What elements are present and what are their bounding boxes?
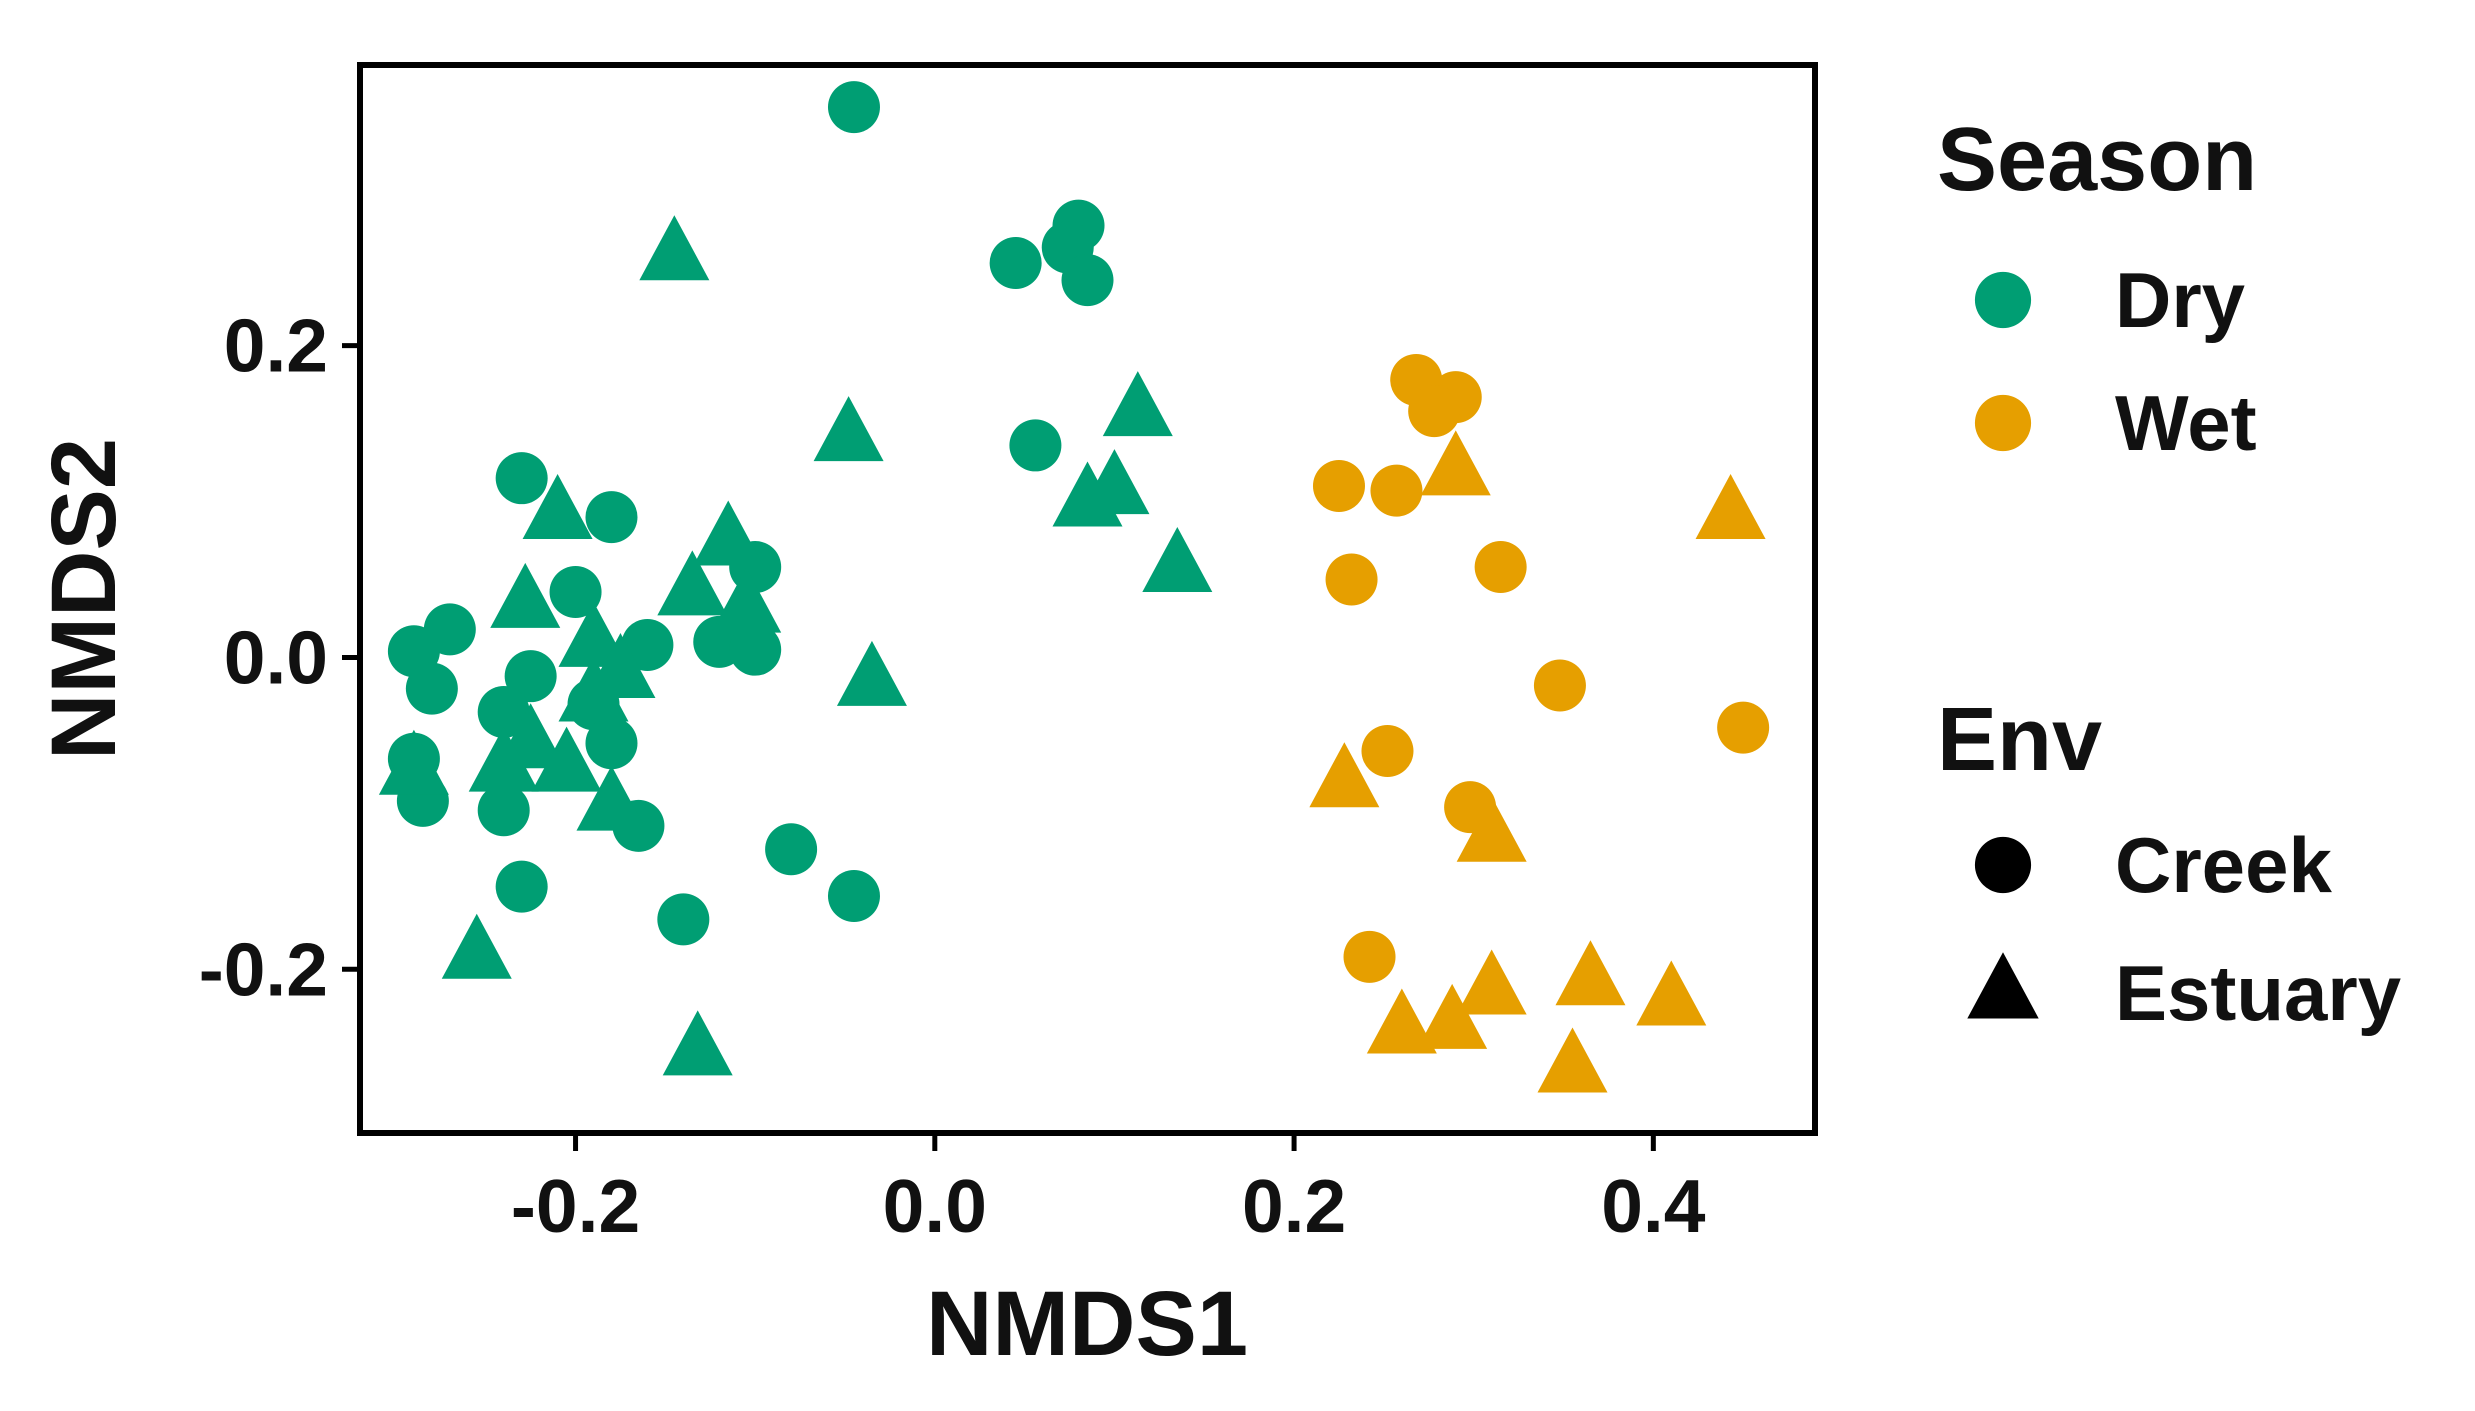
y-axis-title: NMDS2 [33,438,135,760]
wet-creek-point [1717,701,1770,754]
dry-creek-point [621,618,674,671]
dry-creek-point [1061,254,1114,307]
wet-creek-point [1343,930,1396,983]
dry-estuary-point [813,396,884,462]
x-tick-label: 0.2 [1242,1164,1346,1248]
wet-creek-point [1474,541,1527,594]
dry-estuary-point [836,640,907,706]
legend-title-season: Season [1937,110,2257,210]
dry-creek-point [549,565,602,618]
dry-estuary-point [1102,371,1173,437]
dry-estuary-point [441,913,512,979]
legend-creek-label: Creek [2115,821,2332,909]
x-axis-title: NMDS1 [926,1273,1248,1375]
wet-creek-point [1361,725,1414,778]
wet-creek-point [1370,464,1423,517]
dry-estuary-point [693,500,764,566]
wet-creek-point [1408,385,1461,438]
wet-estuary-point [1555,940,1626,1006]
legend-estuary-symbol [1967,952,2039,1019]
dry-estuary-point [657,550,728,616]
wet-estuary-point [1420,430,1491,496]
dry-estuary-point [522,474,593,540]
dry-estuary-point [1052,461,1123,527]
wet-estuary-point [1456,949,1527,1015]
wet-estuary-point [1695,474,1766,540]
legend-creek-symbol [1974,836,2032,894]
y-tick-label: -0.2 [199,927,328,1011]
dry-creek-point [1009,419,1062,472]
legend-title-env: Env [1937,690,2102,790]
points-layer [378,81,1770,1093]
wet-estuary-point [1456,796,1527,862]
dry-creek-point [657,893,710,946]
plot-border [357,62,1818,1136]
dry-estuary-point [662,1010,733,1076]
legend-wet-symbol [1974,394,2032,452]
dry-creek-point [729,623,782,676]
dry-estuary-point [711,567,782,633]
x-tick-label: 0.4 [1601,1164,1706,1248]
dry-creek-point [585,491,638,544]
legend-dry-symbol [1974,271,2032,329]
dry-creek-point [495,860,548,913]
y-axis: -0.2 0.0 0.2 [199,304,360,1011]
wet-estuary-point [1636,960,1707,1026]
dry-creek-point [989,237,1042,290]
x-axis: -0.2 0.0 0.2 0.4 [511,1133,1706,1248]
dry-estuary-point [576,765,647,831]
dry-creek-point [827,81,880,134]
wet-creek-point [1325,553,1378,606]
dry-creek-point [495,452,548,505]
legend-estuary-label: Estuary [2115,949,2401,1037]
legend-wet-label: Wet [2115,379,2257,467]
dry-creek-point [477,784,530,837]
dry-creek-point [405,662,458,715]
dry-creek-point [585,717,638,770]
y-tick-label: 0.2 [224,304,328,388]
legend-dry-label: Dry [2115,256,2245,344]
x-tick-label: 0.0 [883,1164,987,1248]
dry-estuary-point [378,729,449,795]
dry-estuary-point [490,562,561,628]
dry-creek-point [477,686,530,739]
dry-creek-point [765,823,818,876]
wet-estuary-point [1537,1027,1608,1093]
wet-creek-point [1533,659,1586,712]
dry-estuary-point [558,656,629,722]
dry-estuary-point [531,726,602,792]
y-tick-label: 0.0 [224,615,328,699]
dry-estuary-point [639,215,710,281]
wet-estuary-point [1417,983,1488,1049]
wet-estuary-point [1309,742,1380,808]
x-tick-label: -0.2 [511,1164,640,1248]
wet-estuary-point [1366,988,1437,1054]
dry-creek-point [827,870,880,923]
wet-creek-point [1312,459,1365,512]
dry-estuary-point [1142,527,1213,593]
dry-estuary-point [468,726,539,792]
dry-creek-point [504,650,557,703]
